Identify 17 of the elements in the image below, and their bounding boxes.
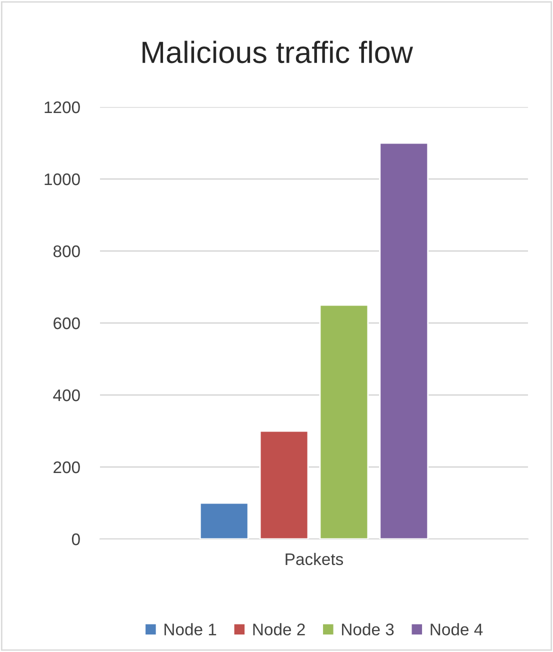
y-tick-label: 1200 — [44, 101, 80, 114]
legend-label: Node 2 — [253, 623, 305, 636]
bar — [199, 502, 249, 539]
chart-title: Malicious traffic flow — [142, 40, 413, 64]
y-tick-label: 600 — [54, 317, 80, 330]
legend-label: Node 3 — [342, 623, 394, 636]
y-tick-label: 0 — [72, 533, 80, 546]
x-tick-label: Packets — [286, 552, 344, 566]
legend-label: Node 4 — [430, 623, 483, 636]
y-tick-label: 1000 — [44, 173, 80, 186]
bar — [259, 430, 309, 539]
y-tick-label: 400 — [53, 389, 80, 402]
y-tick-label: 800 — [53, 245, 80, 258]
bar — [379, 142, 429, 539]
legend-label: Node 1 — [164, 623, 216, 636]
bar — [319, 304, 369, 539]
y-tick-label: 200 — [54, 461, 80, 474]
